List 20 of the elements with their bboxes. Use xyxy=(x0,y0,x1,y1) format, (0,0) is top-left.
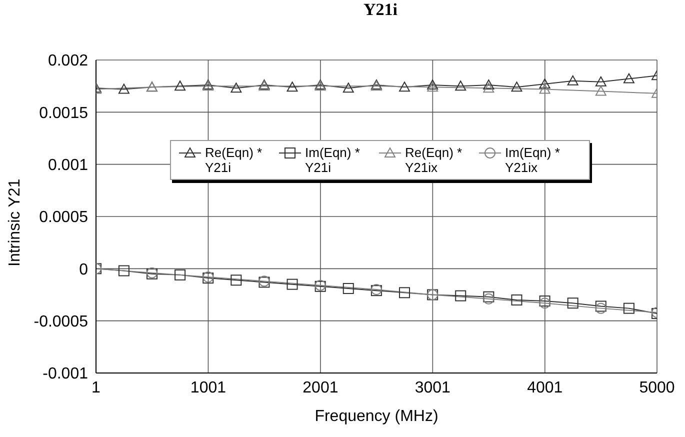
y-tick-label: 0.001 xyxy=(48,157,88,174)
y-tick-label: 0.002 xyxy=(48,52,88,70)
x-tick-label: 5000 xyxy=(639,379,675,396)
legend-label: Im(Eqn) * Y21i xyxy=(305,145,361,175)
y-axis-title: Intrinsic Y21 xyxy=(6,178,24,266)
y-tick-label: 0 xyxy=(79,261,88,278)
y-tick-label: 0.0015 xyxy=(39,104,88,122)
y-tick-label: -0.0005 xyxy=(34,314,88,331)
legend-label: Im(Eqn) * Y21ix xyxy=(505,145,561,175)
chart-title: Y21i xyxy=(362,0,398,20)
x-tick-label: 1 xyxy=(92,379,101,396)
x-axis-title: Frequency (MHz) xyxy=(314,408,438,425)
y-tick-label: -0.001 xyxy=(42,366,88,383)
x-tick-label: 1001 xyxy=(190,379,226,396)
x-tick-label: 4001 xyxy=(527,379,563,396)
legend-label: Re(Eqn) * Y21ix xyxy=(405,145,464,175)
y-tick-label: 0.0005 xyxy=(39,209,88,226)
legend-label: Re(Eqn) * Y21i xyxy=(205,145,264,175)
x-tick-label: 3001 xyxy=(414,379,451,396)
x-tick-label: 2001 xyxy=(302,379,338,396)
